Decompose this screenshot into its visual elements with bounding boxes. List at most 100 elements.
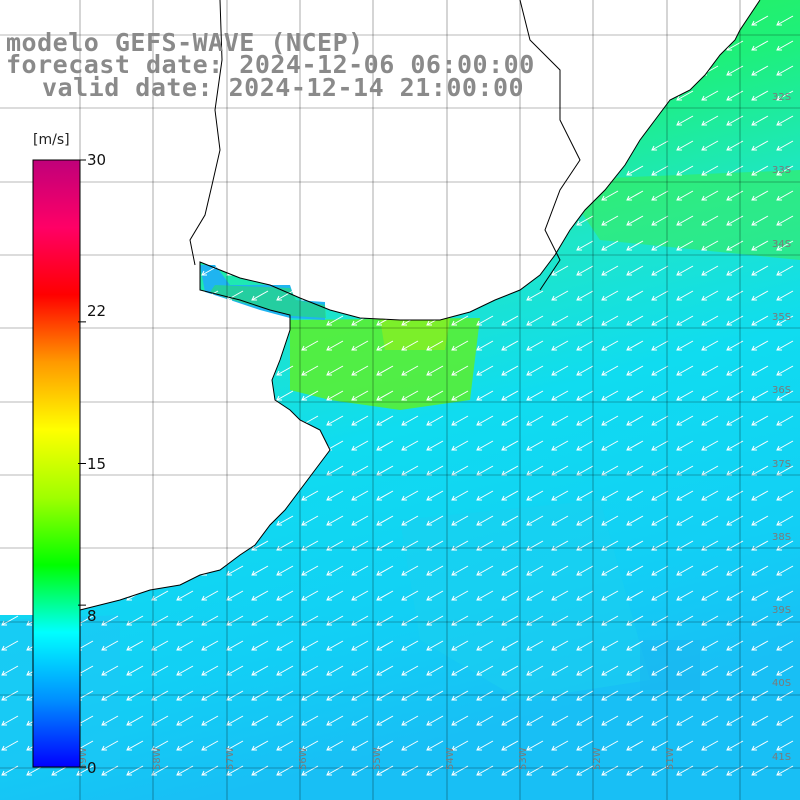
wind-arrow [726, 665, 744, 676]
wind-arrow [726, 440, 744, 451]
wind-arrow-head [376, 395, 382, 401]
wind-arrow-head [301, 345, 307, 351]
wind-arrow [401, 440, 419, 451]
wind-arrow [701, 340, 719, 351]
wind-arrow [751, 490, 769, 501]
wind-arrow [201, 540, 219, 551]
wind-arrow-head [626, 395, 632, 401]
wind-arrow [301, 290, 319, 301]
wind-arrow-head [651, 720, 657, 726]
wind-arrow [326, 340, 344, 351]
wind-arrow-head [126, 645, 132, 651]
wind-arrow-head [576, 720, 582, 726]
wind-arrow-head [526, 770, 532, 776]
lat-label: 33S [772, 165, 791, 176]
wind-arrow-head [626, 745, 632, 751]
wind-arrow-head [401, 545, 407, 551]
wind-arrow [551, 490, 569, 501]
wind-arrow-head [376, 670, 382, 676]
wind-arrow [626, 365, 644, 376]
wind-arrow-head [276, 270, 282, 276]
wind-arrow-head [551, 295, 557, 301]
wind-arrow-head [726, 320, 732, 326]
wind-arrow [401, 465, 419, 476]
wind-arrow [551, 515, 569, 526]
wind-arrow-head [601, 320, 607, 326]
wind-arrow [376, 565, 394, 576]
wind-arrow [426, 440, 444, 451]
wind-arrow [676, 490, 694, 501]
wind-arrow [776, 15, 794, 26]
wind-arrow [1, 615, 19, 626]
wind-arrow [776, 265, 794, 276]
wind-arrow [351, 715, 369, 726]
se-low-patch [640, 640, 700, 690]
wind-arrow [501, 690, 519, 701]
wind-arrow-head [651, 620, 657, 626]
wind-arrow [151, 590, 169, 601]
wind-arrow [701, 90, 719, 101]
wind-arrow [376, 390, 394, 401]
wind-arrow-head [551, 570, 557, 576]
wind-arrow-head [676, 745, 682, 751]
wind-arrow [726, 315, 744, 326]
wind-arrow [576, 315, 594, 326]
wind-arrow [551, 290, 569, 301]
wind-arrow-head [251, 720, 257, 726]
wind-arrow-head [726, 545, 732, 551]
wind-arrow [251, 515, 269, 526]
wind-arrow-head [601, 620, 607, 626]
wind-arrow [326, 390, 344, 401]
wind-arrow [251, 440, 269, 451]
wind-arrow-head [301, 720, 307, 726]
wind-arrow-head [326, 670, 332, 676]
wind-arrow-head [751, 745, 757, 751]
wind-arrow [726, 340, 744, 351]
wind-arrow-head [626, 345, 632, 351]
lat-label: 38S [772, 532, 791, 543]
wind-arrow-head [126, 770, 132, 776]
wind-arrow-head [501, 520, 507, 526]
wind-arrow [651, 290, 669, 301]
wind-arrow-head [376, 320, 382, 326]
wind-arrow-head [701, 495, 707, 501]
wind-arrow-head [751, 120, 757, 126]
wind-arrow [601, 265, 619, 276]
lon-label: 52W [592, 747, 603, 770]
wind-arrow-head [776, 595, 782, 601]
lon-label: 57W [225, 747, 236, 770]
wind-arrow-head [701, 395, 707, 401]
wind-arrow-head [601, 295, 607, 301]
wind-arrow [226, 740, 244, 751]
wind-arrow-head [651, 770, 657, 776]
wind-arrow-head [726, 170, 732, 176]
wind-arrow [201, 590, 219, 601]
wind-arrow [576, 340, 594, 351]
wind-arrow [376, 315, 394, 326]
wind-arrow [676, 290, 694, 301]
wind-arrow [151, 690, 169, 701]
wind-arrow-head [501, 595, 507, 601]
wind-arrow [751, 265, 769, 276]
wind-arrow [276, 265, 294, 276]
wind-arrow [376, 515, 394, 526]
wind-arrow [776, 515, 794, 526]
wind-arrow-head [676, 220, 682, 226]
wind-arrow-head [426, 395, 432, 401]
wind-arrow [701, 290, 719, 301]
wind-arrow [576, 515, 594, 526]
wind-arrow-head [726, 370, 732, 376]
wind-arrow [551, 640, 569, 651]
wind-arrow-head [726, 495, 732, 501]
wind-arrow-head [676, 95, 682, 101]
wind-arrow [701, 315, 719, 326]
wind-arrow [351, 665, 369, 676]
wind-arrow [351, 540, 369, 551]
wind-arrow [626, 315, 644, 326]
wind-arrow-head [676, 420, 682, 426]
wind-arrow-head [376, 495, 382, 501]
wind-arrow [201, 490, 219, 501]
wind-arrow [651, 415, 669, 426]
wind-arrow-head [351, 545, 357, 551]
brazil-uruguay-border [519, 0, 581, 291]
